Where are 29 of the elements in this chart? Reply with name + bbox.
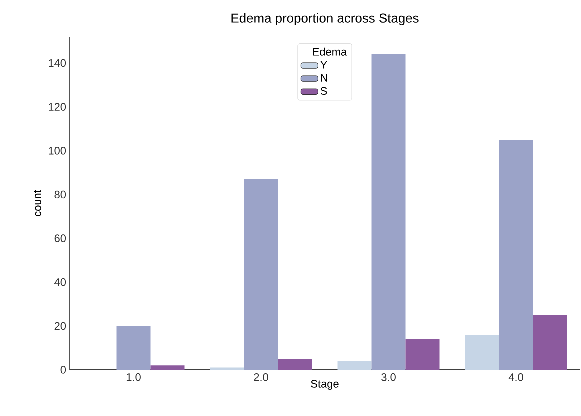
bar [338,361,372,370]
bar [372,54,406,370]
y-tick-label: 120 [49,103,66,111]
bar [499,140,534,370]
x-tick-label: 4.0 [508,374,524,382]
y-tick-label: 140 [49,59,66,68]
bar [533,315,568,370]
y-tick-label: 0 [60,366,66,374]
legend-label: Y [320,61,328,69]
legend-label: N [321,74,328,82]
y-axis-title: count [34,190,42,216]
y-tick-label: 80 [54,190,66,199]
y-tick-label: 60 [54,234,66,242]
bar [244,179,278,370]
legend-title: Edema [313,48,348,56]
bar [406,339,440,370]
x-tick-label: 2.0 [254,374,268,382]
chart-title: Edema proportion across Stages [232,13,419,26]
bar [278,359,312,370]
x-tick-label: 3.0 [382,374,396,382]
bar [116,326,151,370]
x-tick-label: 1.0 [126,374,141,382]
bar [150,366,185,370]
legend-label: S [320,87,328,96]
bar [465,334,500,370]
y-tick-label: 40 [54,278,66,286]
y-tick-label: 20 [54,322,66,330]
x-axis-title: Stage [311,380,339,390]
y-tick-label: 100 [49,147,66,155]
